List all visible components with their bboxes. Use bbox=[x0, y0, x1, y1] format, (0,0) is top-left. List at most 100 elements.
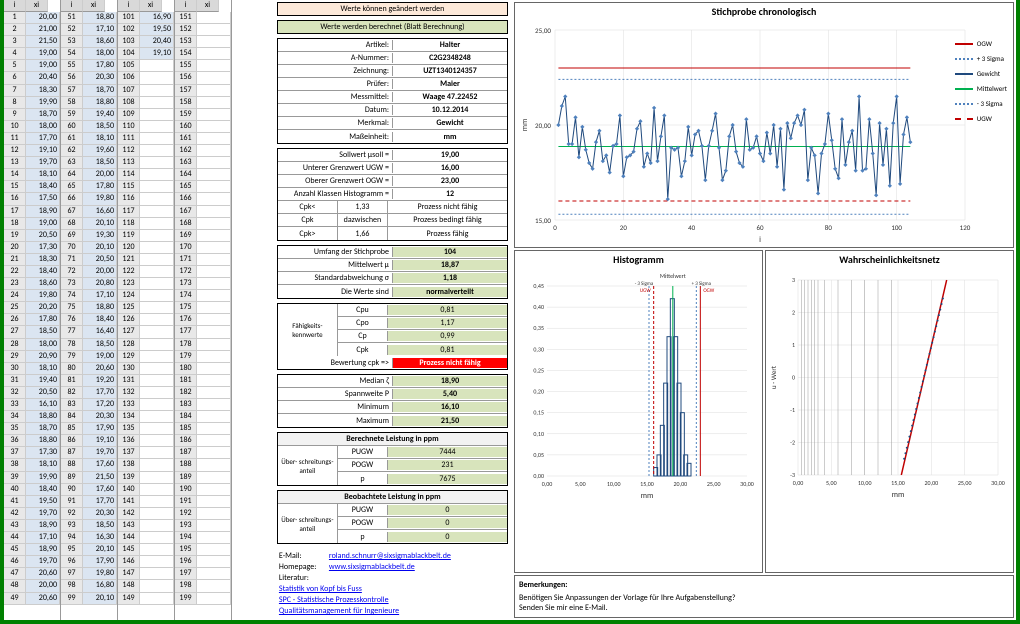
obsppm-l3: p bbox=[338, 532, 388, 542]
svg-text:0,15: 0,15 bbox=[533, 409, 544, 417]
svg-text:0,45: 0,45 bbox=[533, 282, 544, 290]
svg-text:25,00: 25,00 bbox=[535, 26, 551, 35]
svg-text:15,00: 15,00 bbox=[891, 479, 905, 487]
chart3-title: Wahrscheinlichkeitsnetz bbox=[766, 251, 1013, 268]
histogram-chart: Histogramm 0,000,050,100,150,200,250,300… bbox=[514, 250, 763, 573]
svg-text:mm: mm bbox=[892, 490, 905, 500]
svg-text:i: i bbox=[759, 235, 761, 245]
lit-label: Literatur: bbox=[279, 573, 329, 583]
lit3-link[interactable]: Qualitätsmanagement für Ingenieure bbox=[279, 606, 399, 616]
val-unit: mm bbox=[393, 132, 507, 142]
val-date: 10.12.2014 bbox=[393, 105, 507, 115]
lbl-cpk2: Cpk bbox=[278, 214, 338, 226]
val-ogw: 23,00 bbox=[393, 176, 507, 186]
email-link[interactable]: roland.schnurr@sixsigmablackbelt.de bbox=[329, 551, 451, 561]
val-article: Halter bbox=[393, 40, 507, 50]
probability-chart: Wahrscheinlichkeitsnetz -3-2-101230,005,… bbox=[765, 250, 1014, 573]
val-std: 1,18 bbox=[393, 273, 507, 283]
svg-text:25,00: 25,00 bbox=[707, 480, 721, 488]
svg-text:2: 2 bbox=[792, 309, 795, 317]
cap-header: Fähigkeits-kennwerte bbox=[278, 304, 338, 356]
cap-cpu-l: Cpu bbox=[338, 305, 388, 315]
svg-text:30,00: 30,00 bbox=[991, 479, 1005, 487]
val-soll: 19,00 bbox=[393, 150, 507, 160]
cap-cpk-l: Cpk bbox=[338, 345, 388, 355]
calcppm-side: Über- schreitungs- anteil bbox=[278, 446, 338, 485]
median-info: Median ζ18,90 Spannweite P5,40 Minimum16… bbox=[277, 374, 508, 428]
svg-text:0,30: 0,30 bbox=[533, 345, 544, 353]
obsppm-v1: 0 bbox=[388, 505, 507, 515]
remarks-line1: Benötigen Sie Anpassungen der Vorlage fü… bbox=[519, 593, 1009, 603]
svg-text:mm: mm bbox=[520, 119, 530, 132]
lit1-link[interactable]: Statistik von Kopf bis Fuss bbox=[279, 584, 362, 594]
med-v4: 21,50 bbox=[393, 416, 507, 426]
remarks-box: Bemerkungen: Benötigen Sie Anpassungen d… bbox=[514, 575, 1014, 618]
lbl-unit: Maßeinheit: bbox=[278, 132, 393, 142]
txt-cpk2: Prozess bedingt fähig bbox=[388, 214, 507, 226]
svg-text:40: 40 bbox=[688, 223, 696, 232]
val-pruefer: Maier bbox=[393, 79, 507, 89]
med-l1: Median ζ bbox=[278, 376, 393, 386]
svg-text:15,00: 15,00 bbox=[535, 216, 551, 225]
svg-text:0,00: 0,00 bbox=[533, 472, 544, 480]
svg-text:20: 20 bbox=[620, 223, 628, 232]
val-mess: Waage 47.22452 bbox=[393, 92, 507, 102]
cap-cp-v: 0,99 bbox=[388, 331, 507, 341]
warn-header: Werte können geändert werden bbox=[277, 2, 508, 16]
home-link[interactable]: www.sixsigmablackbelt.de bbox=[329, 562, 415, 572]
data-table: ixi120,00221,00321,50419,00519,00620,407… bbox=[4, 0, 273, 620]
calcppm-title: Berechnete Leistung in ppm bbox=[278, 433, 507, 446]
lbl-n: Umfang der Stichprobe bbox=[278, 247, 393, 257]
lbl-ugw: Unterer Grenzwert UGW = bbox=[278, 163, 393, 173]
obsppm-l1: PUGW bbox=[338, 505, 388, 515]
cap-bew-v: Prozess nicht fähig bbox=[393, 358, 507, 368]
svg-text:15,00: 15,00 bbox=[640, 480, 654, 488]
med-l2: Spannweite P bbox=[278, 389, 393, 399]
lbl-article: Artikel: bbox=[278, 40, 393, 50]
lbl-date: Datum: bbox=[278, 105, 393, 115]
svg-text:UGW: UGW bbox=[640, 288, 651, 294]
svg-text:20,00: 20,00 bbox=[924, 479, 938, 487]
svg-text:1: 1 bbox=[792, 341, 795, 349]
svg-text:5,00: 5,00 bbox=[826, 479, 837, 487]
lbl-anum: A-Nummer: bbox=[278, 53, 393, 63]
txt-cpk3: Prozess fähig bbox=[388, 227, 507, 240]
svg-text:0,20: 0,20 bbox=[533, 388, 544, 396]
svg-text:mm: mm bbox=[641, 491, 654, 501]
svg-text:0: 0 bbox=[792, 374, 795, 382]
svg-text:0,05: 0,05 bbox=[533, 451, 544, 459]
val-mean: 18,87 bbox=[393, 260, 507, 270]
lit2-link[interactable]: SPC - Statistische Prozesskontrolle bbox=[279, 595, 389, 605]
val-ugw: 16,00 bbox=[393, 163, 507, 173]
lbl-drawing: Zeichnung: bbox=[278, 66, 393, 76]
lbl-mess: Messmittel: bbox=[278, 92, 393, 102]
val-drawing: UZT1340124357 bbox=[393, 66, 507, 76]
lbl-pruefer: Prüfer: bbox=[278, 79, 393, 89]
links-block: E-Mail:roland.schnurr@sixsigmablackbelt.… bbox=[277, 548, 508, 619]
article-info: Artikel:Halter A-Nummer:C2G2348248 Zeich… bbox=[277, 38, 508, 144]
calcppm-l1: PUGW bbox=[338, 447, 388, 457]
chart1-legend: OGW+ 3 SigmaGewichtMittelwert- 3 SigmaUG… bbox=[955, 33, 1007, 129]
med-l3: Minimum bbox=[278, 402, 393, 412]
obsppm-title: Beobachtete Leistung in ppm bbox=[278, 491, 507, 504]
val-cpk3: 1,66 bbox=[338, 227, 388, 240]
info-panel: Werte können geändert werden Werte werde… bbox=[273, 0, 512, 620]
svg-text:0,00: 0,00 bbox=[793, 479, 804, 487]
svg-text:0: 0 bbox=[553, 223, 557, 232]
val-n: 104 bbox=[393, 247, 507, 257]
cap-cpu-v: 0,81 bbox=[388, 305, 507, 315]
svg-text:5,00: 5,00 bbox=[575, 480, 586, 488]
val-merk: Gewicht bbox=[393, 118, 507, 128]
stats-info: Umfang der Stichprobe104 Mittelwert μ18,… bbox=[277, 245, 508, 299]
cap-cpk-v: 0,81 bbox=[388, 345, 507, 355]
val-cpk2: dazwischen bbox=[338, 214, 388, 226]
lbl-mean: Mittelwert μ bbox=[278, 260, 393, 270]
calcppm-v1: 7444 bbox=[388, 447, 507, 457]
svg-text:20,00: 20,00 bbox=[673, 480, 687, 488]
remarks-title: Bemerkungen: bbox=[519, 580, 1009, 590]
val-hist: 12 bbox=[393, 189, 507, 199]
svg-text:60: 60 bbox=[756, 223, 764, 232]
run-chart: Stichprobe chronologisch 15,0020,0025,00… bbox=[514, 2, 1014, 248]
chart1-title: Stichprobe chronologisch bbox=[515, 3, 1013, 20]
val-cpk1: 1,33 bbox=[338, 201, 388, 213]
